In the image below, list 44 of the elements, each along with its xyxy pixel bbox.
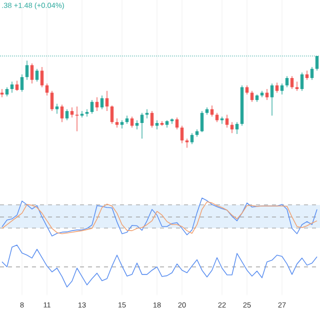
candlestick xyxy=(105,90,109,112)
candlestick xyxy=(210,105,214,117)
candlestick xyxy=(310,66,314,80)
candlestick xyxy=(245,85,249,95)
candlestick xyxy=(275,82,279,94)
candlestick xyxy=(150,110,154,128)
candlestick xyxy=(185,138,189,148)
candlestick xyxy=(295,81,299,92)
candlestick xyxy=(85,108,89,117)
candlestick xyxy=(140,112,144,139)
candlestick xyxy=(100,95,104,110)
candlestick xyxy=(190,132,194,144)
candlestick xyxy=(280,83,284,95)
candlestick xyxy=(115,118,119,128)
candlestick xyxy=(120,120,124,129)
candlestick xyxy=(230,122,234,134)
candlestick xyxy=(265,88,269,100)
candlestick xyxy=(35,68,39,82)
candlestick xyxy=(250,90,254,102)
candlestick xyxy=(60,104,64,122)
candlestick xyxy=(5,86,9,97)
candlestick xyxy=(215,112,219,122)
candlestick xyxy=(270,83,274,116)
candlestick xyxy=(30,62,34,84)
candlestick xyxy=(180,125,184,144)
candlestick xyxy=(15,80,19,92)
candlestick xyxy=(65,108,69,121)
candlestick xyxy=(290,76,294,90)
candlestick xyxy=(75,106,79,132)
candlestick xyxy=(300,72,304,92)
candlestick xyxy=(235,122,239,134)
candlestick xyxy=(90,100,94,114)
candlestick xyxy=(95,96,99,112)
candlestick xyxy=(0,88,4,98)
candlestick xyxy=(110,105,114,124)
candlestick xyxy=(10,81,14,94)
candlestick xyxy=(285,76,289,88)
candlestick xyxy=(40,66,44,88)
candlestick xyxy=(200,110,204,133)
candlestick xyxy=(25,60,29,80)
candlestick xyxy=(225,114,229,128)
candlestick xyxy=(50,90,54,112)
candlestick xyxy=(20,74,24,92)
candlestick xyxy=(175,117,179,130)
